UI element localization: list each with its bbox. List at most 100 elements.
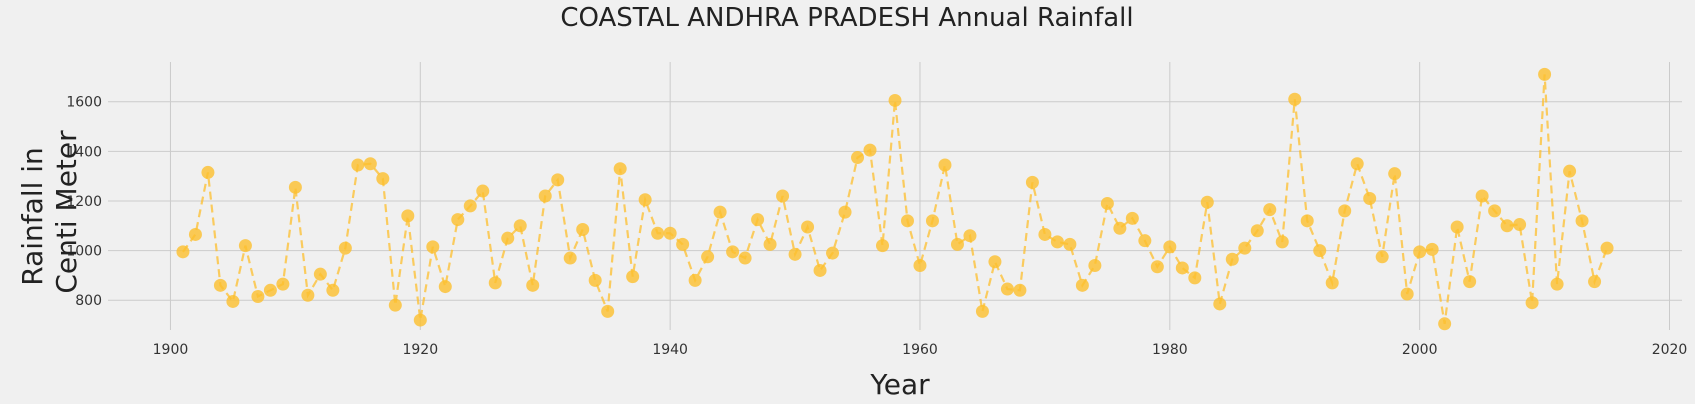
data-point-1973 <box>1075 278 1089 292</box>
data-point-1926 <box>488 276 502 290</box>
data-point-1906 <box>238 239 252 253</box>
data-point-2001 <box>1425 242 1439 256</box>
data-point-1952 <box>813 263 827 277</box>
data-point-1935 <box>601 304 615 318</box>
y-tick-label-0: 800 <box>75 293 102 309</box>
data-point-1908 <box>263 283 277 297</box>
data-point-1922 <box>438 280 452 294</box>
y-tick-label-1: 1000 <box>66 244 102 260</box>
data-point-1931 <box>551 173 565 187</box>
data-point-1917 <box>376 172 390 186</box>
x-tick-label-1: 1920 <box>402 342 438 358</box>
data-point-1976 <box>1113 221 1127 235</box>
y-axis-label: Rainfall in Centi Meter <box>16 130 83 294</box>
data-point-1916 <box>363 157 377 171</box>
data-point-1965 <box>975 304 989 318</box>
data-point-1990 <box>1288 92 1302 106</box>
data-point-1988 <box>1263 203 1277 217</box>
data-point-1962 <box>938 158 952 172</box>
data-point-1998 <box>1388 167 1402 181</box>
data-point-1996 <box>1363 191 1377 205</box>
data-point-1919 <box>401 209 415 223</box>
y-axis-label-line-2: Centi Meter <box>50 130 83 294</box>
data-point-1978 <box>1138 234 1152 248</box>
data-point-2010 <box>1538 67 1552 81</box>
x-tick-label-5: 2000 <box>1402 342 1438 358</box>
data-point-1954 <box>838 205 852 219</box>
data-point-1972 <box>1063 237 1077 251</box>
data-point-1997 <box>1375 250 1389 264</box>
data-point-2009 <box>1525 296 1539 310</box>
data-point-1958 <box>888 93 902 107</box>
data-point-1945 <box>726 245 740 259</box>
y-tick-label-3: 1400 <box>66 144 102 160</box>
data-point-1907 <box>251 290 265 303</box>
data-point-2000 <box>1413 245 1427 259</box>
data-point-1941 <box>676 237 690 251</box>
data-point-2006 <box>1488 204 1502 218</box>
data-point-1984 <box>1213 297 1227 311</box>
data-point-1963 <box>950 237 964 251</box>
data-point-1927 <box>501 231 515 245</box>
data-point-1914 <box>338 241 352 255</box>
data-point-1932 <box>563 251 577 265</box>
data-point-1995 <box>1350 157 1364 171</box>
data-point-1970 <box>1038 227 1052 241</box>
data-point-1918 <box>388 298 402 312</box>
x-tick-labels: 1900 1920 1940 1960 1980 2000 2020 <box>153 342 1688 358</box>
data-point-1920 <box>413 313 427 327</box>
data-point-2007 <box>1500 219 1514 233</box>
data-point-2005 <box>1475 189 1489 203</box>
data-point-1961 <box>925 214 939 228</box>
data-point-2008 <box>1513 218 1527 232</box>
rainfall-series-points <box>176 67 1614 331</box>
data-point-1955 <box>851 151 865 165</box>
data-point-1960 <box>913 258 927 272</box>
data-point-1975 <box>1100 196 1114 210</box>
data-point-2011 <box>1550 277 1564 291</box>
data-point-1937 <box>626 270 640 284</box>
data-point-1969 <box>1025 175 1039 189</box>
data-point-1929 <box>526 278 540 292</box>
x-tick-label-4: 1980 <box>1152 342 1188 358</box>
x-tick-label-3: 1960 <box>902 342 938 358</box>
data-point-1936 <box>613 162 627 176</box>
data-point-1953 <box>826 246 840 260</box>
data-point-1979 <box>1150 260 1164 274</box>
y-axis-label-line-1: Rainfall in <box>16 147 49 286</box>
data-point-1946 <box>738 251 752 265</box>
chart-title: COASTAL ANDHRA PRADESH Annual Rainfall <box>560 3 1133 33</box>
data-point-1903 <box>201 165 215 179</box>
data-point-1924 <box>463 199 477 213</box>
data-point-1905 <box>226 294 240 308</box>
rainfall-series-line <box>182 74 1609 324</box>
data-point-1957 <box>876 239 890 253</box>
data-point-1947 <box>751 213 765 227</box>
data-point-1933 <box>576 223 590 236</box>
data-point-1948 <box>763 237 777 251</box>
x-axis-label: Year <box>869 368 930 401</box>
data-point-1956 <box>863 143 877 157</box>
data-point-1987 <box>1250 224 1264 238</box>
y-tick-label-2: 1200 <box>66 194 102 210</box>
data-point-1934 <box>588 273 602 287</box>
data-point-1993 <box>1325 276 1339 290</box>
data-point-1940 <box>663 226 677 240</box>
data-point-1959 <box>900 214 914 228</box>
data-point-1982 <box>1188 271 1202 285</box>
data-point-2003 <box>1450 220 1464 234</box>
data-point-1983 <box>1200 195 1214 209</box>
data-point-1901 <box>176 245 190 259</box>
x-tick-label-2: 1940 <box>652 342 688 358</box>
data-point-1999 <box>1400 287 1414 301</box>
data-point-1909 <box>276 277 290 291</box>
data-point-1921 <box>426 240 440 254</box>
data-point-1904 <box>213 278 227 292</box>
data-point-1930 <box>538 189 552 203</box>
data-point-2012 <box>1563 164 1577 178</box>
data-point-1985 <box>1225 252 1239 266</box>
data-point-2014 <box>1588 275 1602 289</box>
data-point-1911 <box>301 288 315 302</box>
data-point-1915 <box>351 158 365 172</box>
